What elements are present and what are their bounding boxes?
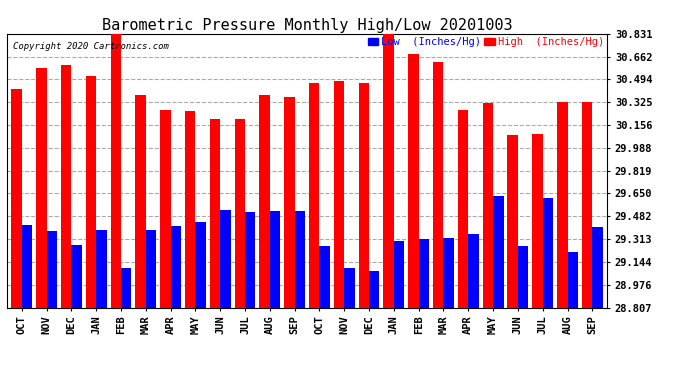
- Bar: [567, 252, 578, 308]
- Text: Copyright 2020 Cartronics.com: Copyright 2020 Cartronics.com: [13, 42, 169, 51]
- Bar: [284, 98, 295, 308]
- Bar: [121, 268, 131, 308]
- Bar: [47, 231, 57, 308]
- Legend: Low  (Inches/Hg), High  (Inches/Hg): Low (Inches/Hg), High (Inches/Hg): [368, 37, 604, 47]
- Bar: [493, 196, 504, 308]
- Bar: [235, 119, 245, 308]
- Bar: [146, 230, 156, 308]
- Bar: [384, 34, 394, 308]
- Bar: [61, 65, 71, 308]
- Bar: [419, 240, 429, 308]
- Bar: [319, 246, 330, 308]
- Bar: [245, 212, 255, 308]
- Bar: [408, 54, 419, 307]
- Bar: [220, 210, 230, 308]
- Bar: [469, 234, 479, 308]
- Bar: [507, 135, 518, 308]
- Bar: [170, 226, 181, 308]
- Bar: [259, 95, 270, 308]
- Bar: [458, 110, 469, 308]
- Bar: [71, 245, 82, 308]
- Bar: [543, 198, 553, 308]
- Title: Barometric Pressure Monthly High/Low 20201003: Barometric Pressure Monthly High/Low 202…: [101, 18, 513, 33]
- Bar: [344, 268, 355, 308]
- Bar: [135, 95, 146, 308]
- Bar: [444, 238, 454, 308]
- Bar: [394, 241, 404, 308]
- Bar: [359, 82, 369, 308]
- Bar: [295, 211, 305, 308]
- Bar: [557, 102, 567, 308]
- Bar: [96, 230, 107, 308]
- Bar: [369, 271, 380, 308]
- Bar: [195, 222, 206, 308]
- Bar: [11, 89, 22, 308]
- Bar: [334, 81, 344, 308]
- Bar: [210, 119, 220, 308]
- Bar: [110, 34, 121, 308]
- Bar: [532, 134, 543, 308]
- Bar: [433, 62, 444, 308]
- Bar: [36, 68, 47, 308]
- Bar: [518, 246, 529, 308]
- Bar: [22, 225, 32, 308]
- Bar: [483, 103, 493, 308]
- Bar: [309, 82, 319, 308]
- Bar: [592, 227, 603, 308]
- Bar: [185, 111, 195, 308]
- Bar: [270, 211, 280, 308]
- Bar: [86, 76, 96, 307]
- Bar: [582, 102, 592, 308]
- Bar: [160, 110, 170, 308]
